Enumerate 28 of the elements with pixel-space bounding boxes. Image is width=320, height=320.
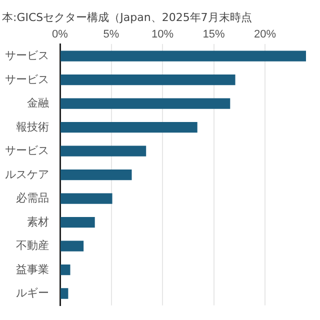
y-tick-label: ルギー [16,288,49,300]
bar [60,146,146,156]
bar [60,122,198,133]
bar [60,193,112,204]
chart-title: 本:GICSセクター構成（Japan、2025年7月末時点 [1,10,253,25]
y-tick-label: サービス [5,145,49,158]
y-tick-label: 必需品 [16,192,49,205]
x-tick-label: 20% [254,28,276,41]
bar [60,169,132,180]
x-tick-label: 5% [103,28,120,41]
bar [60,288,68,299]
y-tick-label: 益事業 [16,262,49,276]
y-tick-label: ルスケア [5,168,49,181]
y-tick-label: サービス [5,74,49,86]
bar [60,74,236,86]
bar [60,264,70,276]
y-tick-label: 金融 [27,98,49,110]
x-tick-label: 0% [52,28,68,41]
bar [60,98,230,109]
x-tick-label: 10% [151,28,174,41]
y-tick-label: 素材 [27,215,49,228]
y-tick-label: 報技術 [16,121,49,134]
bar [60,240,84,252]
x-tick-label: 15% [202,28,225,41]
bar [60,50,306,62]
y-tick-label: 不動産 [16,239,49,252]
bar [60,216,95,228]
y-tick-label: サービス [5,50,49,62]
